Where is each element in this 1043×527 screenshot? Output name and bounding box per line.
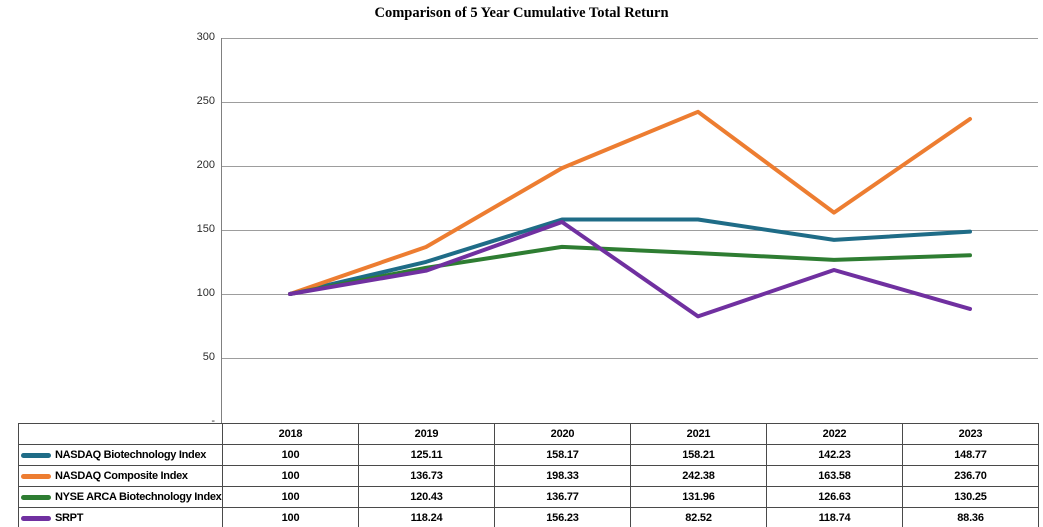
- y-axis-labels: 300 250 200 150 100 50 -: [168, 0, 215, 527]
- value-cell: 131.96: [630, 486, 767, 508]
- value-cell: 236.70: [902, 465, 1039, 487]
- year-header-cell: 2020: [494, 423, 631, 445]
- y-axis-tick-label: 300: [196, 31, 215, 43]
- y-axis-tick-label: 100: [196, 287, 215, 299]
- table-row: SRPT 100 118.24 156.23 82.52 118.74 88.36: [18, 507, 1039, 527]
- legend-swatch-icon: [21, 452, 51, 458]
- chart-title: Comparison of 5 Year Cumulative Total Re…: [374, 5, 669, 21]
- value-cell: 120.43: [358, 486, 495, 508]
- table-row: NYSE ARCA Biotechnology Index 100 120.43 13…: [18, 486, 1039, 508]
- year-header-cell: 2019: [358, 423, 495, 445]
- legend-cell: NASDAQ Composite Index: [18, 465, 223, 487]
- value-cell: 82.52: [630, 507, 767, 527]
- data-table: 2018 2019 2020 2021 2022 2023 NASDAQ Biotechno…: [18, 423, 1039, 527]
- series-line-nasdaq-composite-index: [288, 109, 972, 296]
- series-line-nyse-arca-biotechnology-index: [288, 244, 972, 296]
- value-cell: 100: [222, 444, 359, 466]
- y-axis-tick-label: 50: [202, 351, 215, 363]
- value-cell: 198.33: [494, 465, 631, 487]
- value-cell: 100: [222, 507, 359, 527]
- y-axis-tick-label: 200: [196, 159, 215, 171]
- line-chart-svg: [221, 38, 1038, 423]
- value-cell: 156.23: [494, 507, 631, 527]
- value-cell: 136.77: [494, 486, 631, 508]
- value-cell: 148.77: [902, 444, 1039, 466]
- series-line-nasdaq-biotechnology-index: [288, 217, 972, 296]
- legend-swatch-icon: [21, 473, 51, 479]
- year-header-cell: 2023: [902, 423, 1039, 445]
- value-cell: 88.36: [902, 507, 1039, 527]
- legend-label: SRPT: [55, 512, 84, 524]
- value-cell: 100: [222, 486, 359, 508]
- year-header-cell: 2018: [222, 423, 359, 445]
- legend-label: NASDAQ Composite Index: [55, 470, 188, 482]
- table-row: NASDAQ Composite Index 100 136.73 198.33 242…: [18, 465, 1039, 487]
- legend-swatch-icon: [21, 494, 51, 500]
- year-header-cell: 2022: [766, 423, 903, 445]
- value-cell: 158.17: [494, 444, 631, 466]
- value-cell: 118.74: [766, 507, 903, 527]
- table-header-row: 2018 2019 2020 2021 2022 2023: [18, 423, 1039, 445]
- value-cell: 163.58: [766, 465, 903, 487]
- legend-label: NYSE ARCA Biotechnology Index: [55, 491, 222, 503]
- y-axis-tick-label: -: [211, 415, 215, 427]
- value-cell: 126.63: [766, 486, 903, 508]
- series-line-srpt: [288, 220, 972, 319]
- value-cell: 118.24: [358, 507, 495, 527]
- value-cell: 100: [222, 465, 359, 487]
- legend-swatch-icon: [21, 515, 51, 521]
- legend-cell: NYSE ARCA Biotechnology Index: [18, 486, 223, 508]
- value-cell: 158.21: [630, 444, 767, 466]
- table-row: NASDAQ Biotechnology Index 100 125.11 158.1…: [18, 444, 1039, 466]
- value-cell: 142.23: [766, 444, 903, 466]
- year-header-cell: 2021: [630, 423, 767, 445]
- table-corner-spacer: [18, 423, 223, 445]
- y-axis-tick-label: 150: [196, 223, 215, 235]
- value-cell: 125.11: [358, 444, 495, 466]
- value-cell: 136.73: [358, 465, 495, 487]
- y-axis-tick-label: 250: [196, 95, 215, 107]
- legend-cell: SRPT: [18, 507, 223, 527]
- value-cell: 130.25: [902, 486, 1039, 508]
- legend-label: NASDAQ Biotechnology Index: [55, 449, 207, 461]
- value-cell: 242.38: [630, 465, 767, 487]
- legend-cell: NASDAQ Biotechnology Index: [18, 444, 223, 466]
